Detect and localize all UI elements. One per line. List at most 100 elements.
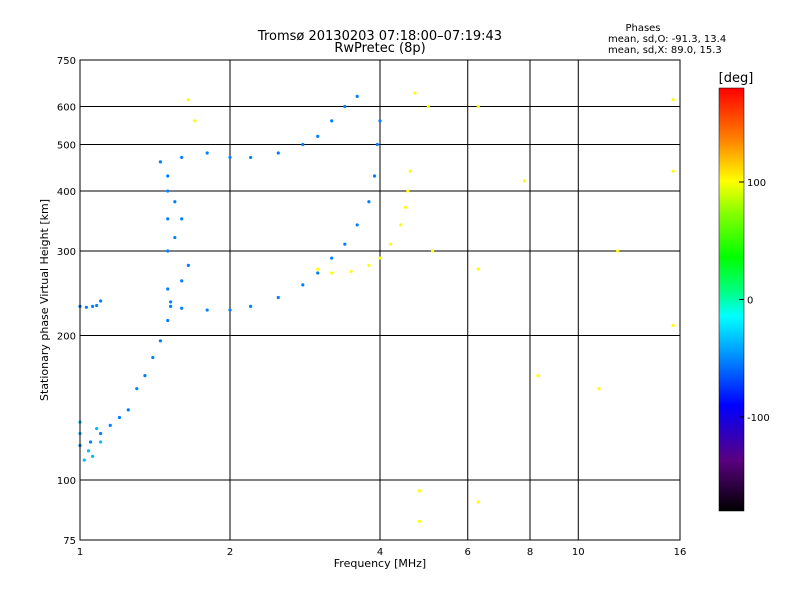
data-point	[403, 205, 408, 209]
data-point	[330, 119, 334, 123]
y-tick-label: 500	[57, 141, 76, 152]
x-tick-label: 1	[77, 547, 83, 558]
data-point	[671, 323, 675, 327]
data-point	[417, 519, 422, 523]
data-point	[301, 142, 305, 147]
data-point	[99, 440, 103, 444]
data-point	[367, 263, 371, 267]
data-point	[616, 249, 620, 253]
data-point	[99, 299, 103, 303]
data-point	[126, 408, 130, 412]
colorbar-ticks: 100 0 -100	[739, 178, 770, 424]
grid-lines	[80, 60, 680, 540]
data-point	[597, 387, 601, 391]
data-point	[166, 249, 170, 253]
y-tick-label: 300	[57, 247, 76, 258]
data-point	[375, 142, 379, 147]
data-point	[169, 300, 173, 304]
data-point	[143, 374, 147, 378]
data-point	[193, 119, 197, 123]
data-point	[205, 151, 209, 155]
data-point	[88, 440, 93, 444]
data-point	[151, 355, 155, 360]
chart-title: Tromsø 20130203 07:18:00–07:19:43	[257, 29, 502, 44]
data-point	[378, 119, 382, 123]
data-point	[276, 151, 280, 155]
x-tick-label: 16	[674, 547, 687, 558]
data-point	[228, 155, 232, 160]
data-point	[166, 189, 170, 193]
trace	[166, 174, 190, 291]
colorbar-unit-label: [deg]	[719, 71, 754, 86]
data-point	[378, 256, 382, 260]
data-point	[180, 306, 184, 310]
trace	[316, 169, 412, 275]
y-tick-label: 750	[57, 56, 76, 67]
data-point	[349, 269, 353, 274]
data-point	[430, 249, 435, 253]
data-point	[166, 287, 170, 291]
data-point	[158, 160, 163, 164]
data-point	[367, 200, 371, 204]
data-point	[671, 169, 675, 173]
data-point	[343, 104, 347, 109]
data-point	[343, 242, 347, 246]
data-point	[95, 303, 99, 308]
data-point	[117, 415, 122, 420]
data-point	[399, 223, 403, 227]
data-point	[355, 223, 359, 227]
trace	[158, 94, 359, 164]
data-point	[180, 155, 184, 160]
data-point	[476, 500, 480, 504]
data-point	[316, 267, 320, 271]
data-point	[408, 169, 412, 173]
chart-subtitle: RwPretec (8p)	[334, 41, 425, 56]
data-point	[388, 242, 393, 246]
data-point	[476, 104, 480, 109]
data-point	[536, 374, 540, 378]
colorbar-tick-label: 0	[747, 296, 753, 307]
data-point	[413, 91, 417, 95]
data-point	[228, 308, 232, 312]
data-point	[86, 449, 91, 453]
data-point	[166, 318, 170, 323]
stats-title: Phases	[625, 23, 660, 34]
data-point	[91, 454, 95, 459]
data-point	[316, 271, 320, 275]
data-point	[173, 235, 177, 240]
data-point	[426, 104, 430, 109]
y-axis-ticks: 75 100 200 300 400 500 600 750	[57, 56, 76, 547]
x-tick-label: 2	[227, 547, 233, 558]
colorbar-tick-label: 100	[747, 178, 766, 189]
data-point	[186, 263, 190, 267]
y-axis-label: Stationary phase Virtual Height [km]	[38, 199, 51, 401]
data-point	[180, 217, 184, 221]
x-tick-label: 8	[527, 547, 533, 558]
data-point	[522, 179, 527, 183]
stats-line-x: mean, sd,X: 89.0, 15.3	[608, 45, 722, 56]
plot-frame	[79, 59, 681, 541]
data-point	[372, 174, 377, 178]
data-point	[301, 283, 305, 287]
x-axis-label: Frequency [MHz]	[334, 557, 426, 570]
data-point	[166, 217, 170, 221]
data-point	[108, 423, 112, 427]
data-point	[166, 174, 170, 178]
data-point	[330, 256, 334, 260]
data-point	[205, 308, 209, 312]
data-point	[330, 271, 334, 275]
data-point	[84, 305, 88, 309]
x-axis-ticks: 1 2 4 6 8 10 16	[77, 547, 687, 558]
data-point	[95, 426, 99, 431]
data-point	[417, 489, 422, 493]
data-point	[406, 189, 410, 193]
x-tick-label: 4	[377, 547, 383, 558]
x-tick-label: 6	[465, 547, 471, 558]
data-point	[249, 304, 253, 309]
data-point	[99, 431, 103, 436]
y-tick-label: 100	[57, 476, 76, 487]
data-points	[78, 91, 675, 523]
trace	[186, 91, 675, 523]
data-point	[135, 387, 139, 391]
